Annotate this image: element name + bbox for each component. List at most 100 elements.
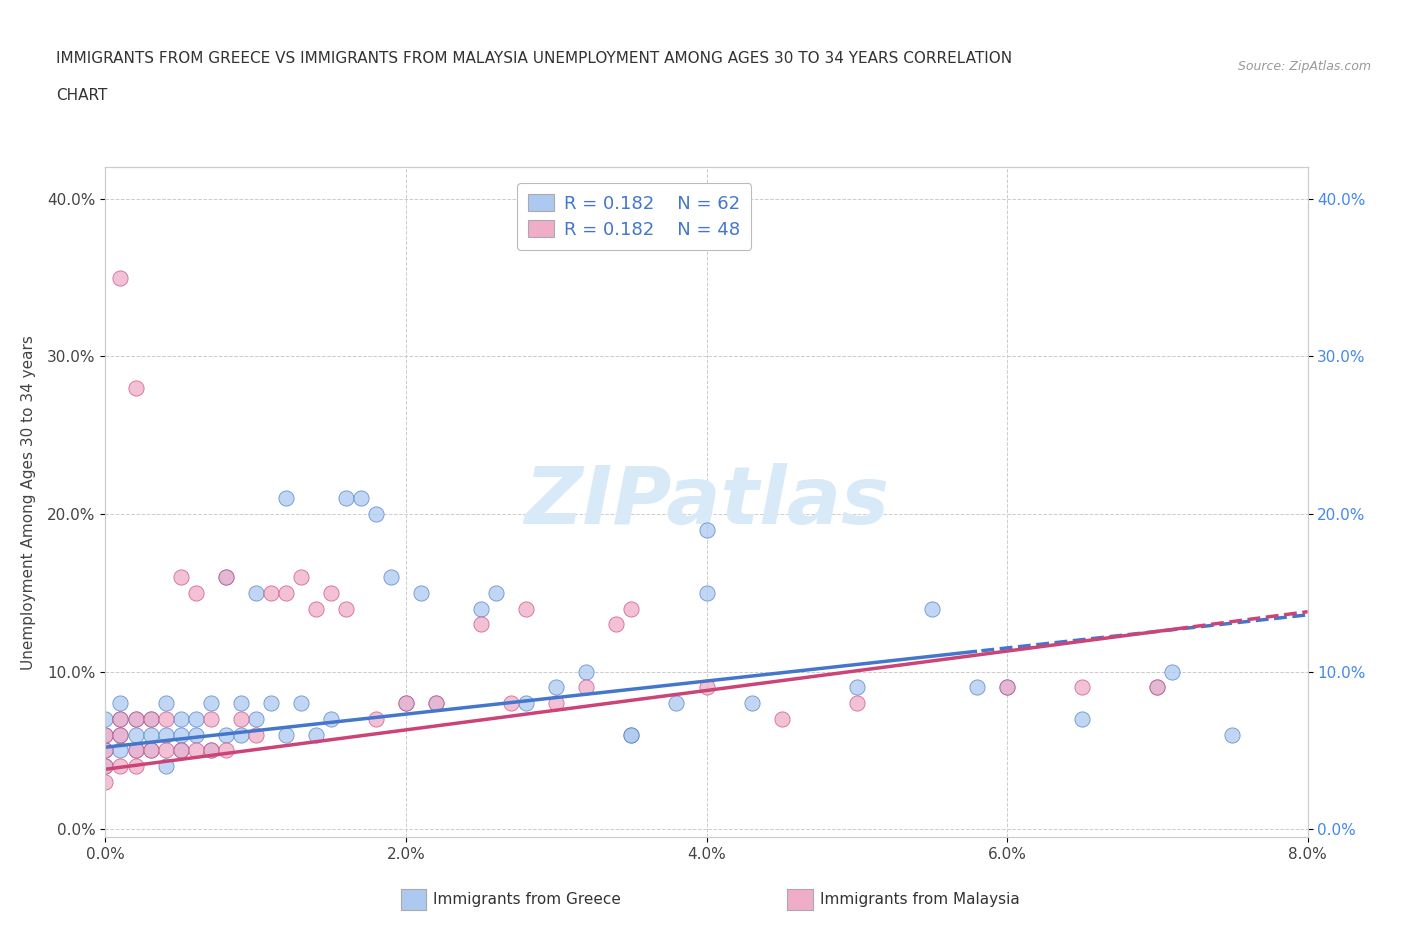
Text: ZIPatlas: ZIPatlas (524, 463, 889, 541)
Point (169, 711, 191, 726)
Point (124, 711, 146, 726)
Point (214, 569, 236, 584)
Point (124, 711, 146, 726)
Point (200, 696, 222, 711)
Point (1071, 711, 1094, 726)
Point (515, 696, 537, 711)
Point (94, 711, 117, 726)
Point (94, 727, 117, 742)
Point (605, 617, 627, 631)
Point (546, 696, 568, 711)
Point (169, 743, 191, 758)
Point (290, 569, 312, 584)
Point (260, 696, 283, 711)
Point (364, 711, 387, 726)
Point (94, 727, 117, 742)
Point (575, 664, 598, 679)
Point (620, 727, 643, 742)
Point (470, 617, 492, 631)
Point (966, 680, 988, 695)
Point (214, 743, 236, 758)
Text: CHART: CHART (56, 88, 108, 103)
Point (124, 380, 146, 395)
Point (124, 759, 146, 774)
Point (425, 696, 447, 711)
Point (184, 743, 207, 758)
Point (155, 727, 177, 742)
Point (94, 759, 117, 774)
Text: Source: ZipAtlas.com: Source: ZipAtlas.com (1237, 60, 1371, 73)
Point (1222, 727, 1244, 742)
Point (214, 569, 236, 584)
Point (110, 743, 132, 758)
Point (696, 585, 718, 600)
Point (770, 711, 793, 726)
Text: Immigrants from Greece: Immigrants from Greece (433, 892, 621, 907)
Point (380, 569, 402, 584)
Point (395, 696, 418, 711)
Point (620, 727, 643, 742)
Point (94, 759, 117, 774)
Point (139, 743, 162, 758)
Point (319, 585, 342, 600)
Point (169, 743, 191, 758)
Point (485, 585, 508, 600)
Point (274, 585, 297, 600)
Point (139, 711, 162, 726)
Point (245, 585, 267, 600)
Point (110, 727, 132, 742)
Y-axis label: Unemployment Among Ages 30 to 34 years: Unemployment Among Ages 30 to 34 years (21, 335, 37, 670)
Point (110, 271, 132, 286)
Point (395, 696, 418, 711)
Point (515, 601, 537, 616)
Point (274, 491, 297, 506)
Point (845, 696, 868, 711)
Point (229, 696, 252, 711)
Point (260, 585, 283, 600)
Point (665, 696, 688, 711)
Point (139, 743, 162, 758)
Point (155, 711, 177, 726)
Point (546, 680, 568, 695)
Point (155, 743, 177, 758)
Point (845, 680, 868, 695)
Point (229, 727, 252, 742)
Point (124, 743, 146, 758)
Point (139, 727, 162, 742)
Point (501, 696, 523, 711)
Point (184, 585, 207, 600)
Point (94, 743, 117, 758)
Point (305, 601, 328, 616)
Point (229, 711, 252, 726)
Text: IMMIGRANTS FROM GREECE VS IMMIGRANTS FROM MALAYSIA UNEMPLOYMENT AMONG AGES 30 TO: IMMIGRANTS FROM GREECE VS IMMIGRANTS FRO… (56, 51, 1012, 66)
Point (200, 711, 222, 726)
Point (110, 711, 132, 726)
Point (214, 727, 236, 742)
Point (409, 585, 432, 600)
Point (921, 601, 943, 616)
Point (169, 727, 191, 742)
Point (184, 711, 207, 726)
Point (335, 601, 357, 616)
Point (575, 680, 598, 695)
Point (110, 759, 132, 774)
Point (364, 507, 387, 522)
Point (1071, 680, 1094, 695)
Point (110, 711, 132, 726)
Point (139, 711, 162, 726)
Point (245, 727, 267, 742)
Point (184, 727, 207, 742)
Point (94, 743, 117, 758)
Point (245, 711, 267, 726)
Point (470, 601, 492, 616)
Point (620, 601, 643, 616)
Point (425, 696, 447, 711)
Point (110, 696, 132, 711)
Point (696, 523, 718, 538)
Point (155, 759, 177, 774)
Point (200, 743, 222, 758)
Point (350, 491, 373, 506)
Legend: R = 0.182    N = 62, R = 0.182    N = 48: R = 0.182 N = 62, R = 0.182 N = 48 (517, 183, 751, 249)
Point (319, 711, 342, 726)
Point (169, 569, 191, 584)
